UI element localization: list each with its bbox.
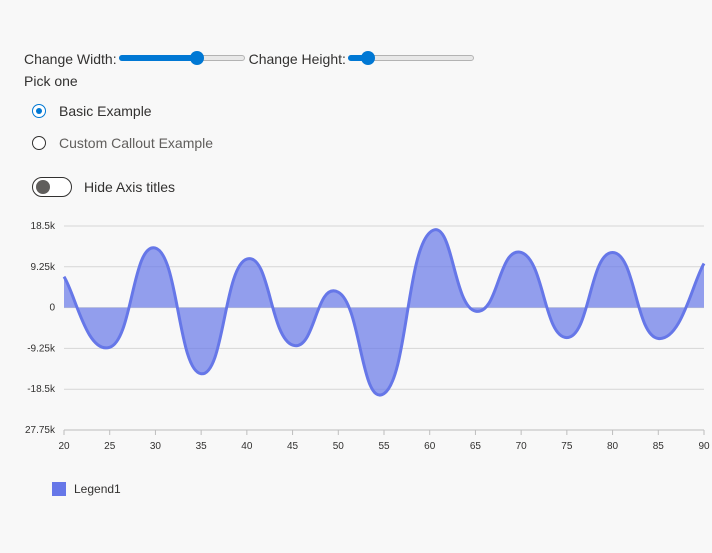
radio-custom-label: Custom Callout Example (59, 135, 214, 151)
series-line (62, 228, 706, 397)
x-tick-label: 30 (150, 441, 162, 452)
radio-custom-callout-example[interactable]: Custom Callout Example (32, 135, 213, 151)
legend-label: Legend1 (74, 482, 121, 496)
data-point (428, 231, 432, 235)
hide-axis-titles-toggle[interactable] (32, 177, 72, 197)
height-label: Change Height: (248, 51, 346, 67)
data-point (199, 372, 203, 376)
radio-unchecked-icon[interactable] (32, 136, 46, 150)
y-tick-label: -18.5k (27, 384, 56, 395)
legend-swatch (52, 482, 66, 496)
x-tick-label: 70 (516, 441, 528, 452)
x-tick-label: 80 (607, 441, 619, 452)
data-point (519, 250, 523, 254)
height-slider[interactable] (347, 50, 474, 68)
data-point (702, 261, 706, 265)
x-tick-label: 60 (424, 441, 436, 452)
x-tick-label: 45 (287, 441, 299, 452)
radio-checked-icon[interactable] (32, 104, 46, 118)
data-point (336, 290, 340, 294)
size-controls: Change Width: Change Height: (24, 50, 478, 68)
data-point (611, 250, 615, 254)
x-tick-label: 35 (196, 441, 208, 452)
legend[interactable]: Legend1 (52, 482, 121, 496)
toggle-knob (36, 180, 50, 194)
hide-axis-titles-toggle-row[interactable]: Hide Axis titles (32, 177, 175, 197)
data-point (62, 275, 66, 279)
radio-basic-label: Basic Example (59, 103, 152, 119)
data-point (108, 345, 112, 349)
x-tick-label: 40 (241, 441, 253, 452)
data-point (656, 336, 660, 340)
data-point (153, 246, 157, 250)
height-slider-thumb[interactable] (361, 51, 376, 65)
data-point (565, 336, 569, 340)
toggle-label: Hide Axis titles (84, 179, 176, 195)
width-slider-fill (118, 55, 197, 61)
y-tick-label: 18.5k (31, 221, 56, 232)
radio-basic-example[interactable]: Basic Example (32, 103, 152, 119)
data-point (473, 309, 477, 313)
series-area (64, 229, 704, 396)
data-point (291, 343, 295, 347)
pick-one-label: Pick one (24, 73, 78, 89)
width-slider[interactable] (118, 50, 245, 68)
x-tick-label: 25 (104, 441, 116, 452)
data-point (245, 257, 249, 261)
width-slider-thumb[interactable] (189, 51, 204, 65)
x-tick-label: 65 (470, 441, 482, 452)
y-tick-label: 27.75k (25, 425, 56, 436)
x-tick-label: 55 (378, 441, 390, 452)
x-tick-label: 50 (333, 441, 345, 452)
x-tick-label: 90 (698, 441, 710, 452)
x-tick-label: 20 (58, 441, 70, 452)
y-tick-label: 0 (49, 303, 55, 314)
width-label: Change Width: (24, 51, 117, 67)
height-slider-fill (347, 55, 369, 61)
x-tick-label: 75 (561, 441, 573, 452)
y-tick-label: -9.25k (27, 343, 56, 354)
y-tick-label: 9.25k (31, 262, 56, 273)
x-tick-label: 85 (653, 441, 665, 452)
data-point (382, 392, 386, 396)
